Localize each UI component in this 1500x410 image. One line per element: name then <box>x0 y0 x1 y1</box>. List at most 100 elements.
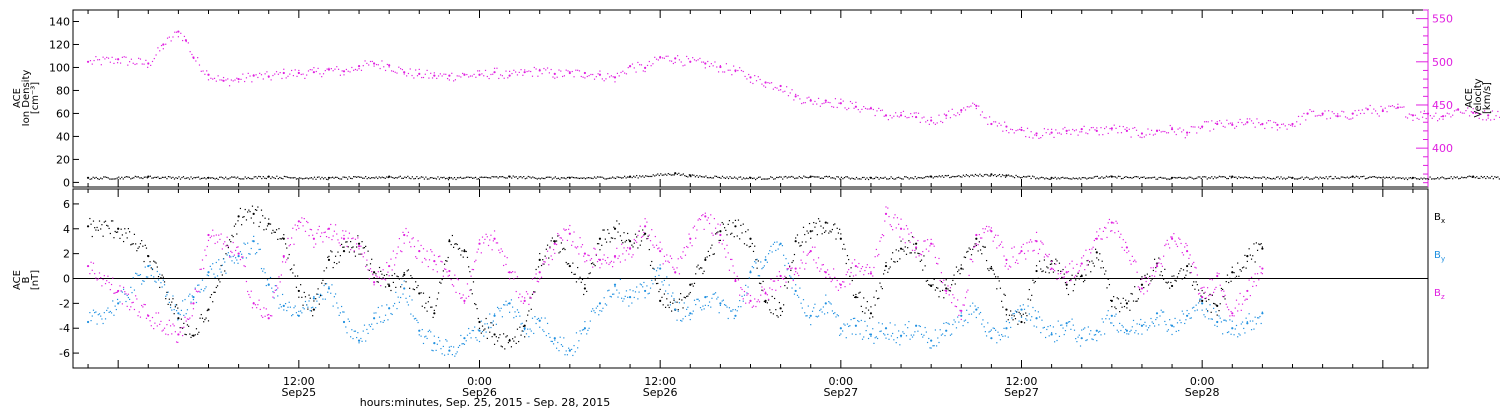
data-point <box>192 296 195 299</box>
data-point <box>1019 305 1021 307</box>
data-point <box>445 339 447 341</box>
data-point <box>429 177 432 179</box>
data-point <box>1275 176 1278 178</box>
data-point <box>594 265 596 267</box>
data-point <box>1028 136 1030 138</box>
data-point <box>938 296 940 298</box>
data-point <box>428 178 430 180</box>
data-point <box>1072 324 1074 326</box>
data-point <box>680 319 682 322</box>
data-point <box>795 284 797 286</box>
data-point <box>177 319 179 321</box>
data-point <box>869 107 873 110</box>
data-point <box>110 283 113 286</box>
data-point <box>1351 175 1354 178</box>
data-point <box>636 286 638 288</box>
data-point <box>791 89 793 91</box>
data-point <box>1216 304 1219 307</box>
data-point <box>537 75 539 77</box>
data-point <box>325 178 328 180</box>
data-point <box>437 176 439 178</box>
data-point <box>1184 177 1186 179</box>
data-point <box>232 255 234 258</box>
data-point <box>1037 311 1039 313</box>
data-point <box>810 237 812 239</box>
data-point <box>598 176 600 178</box>
data-point <box>1020 316 1023 318</box>
data-point <box>855 176 858 179</box>
data-point <box>427 330 429 333</box>
data-point <box>736 235 738 237</box>
data-point <box>705 175 707 177</box>
data-point <box>174 306 176 308</box>
data-point <box>951 333 953 335</box>
data-point <box>854 105 857 108</box>
data-point <box>122 240 125 243</box>
data-point <box>1474 112 1477 114</box>
data-point <box>628 296 632 299</box>
data-point <box>784 284 786 287</box>
data-point <box>1031 316 1033 318</box>
data-point <box>491 336 493 338</box>
data-point <box>394 71 396 73</box>
data-point <box>761 268 763 270</box>
data-point <box>1153 176 1156 178</box>
data-point <box>107 57 110 59</box>
data-point <box>1177 128 1179 130</box>
data-point <box>410 275 412 277</box>
data-point <box>663 57 665 59</box>
data-point <box>256 251 258 254</box>
data-point <box>843 177 846 179</box>
data-point <box>192 56 195 59</box>
data-point <box>891 117 893 119</box>
data-point <box>243 242 245 244</box>
data-point <box>1190 126 1192 128</box>
data-point <box>441 353 443 355</box>
data-point <box>767 253 770 255</box>
data-point <box>1055 333 1057 335</box>
data-point <box>1196 132 1198 134</box>
data-point <box>283 234 285 236</box>
data-point <box>823 313 826 315</box>
data-point <box>578 340 580 342</box>
data-point <box>904 115 906 118</box>
data-point <box>334 68 336 70</box>
data-point <box>1166 282 1168 284</box>
data-point <box>1391 176 1394 178</box>
data-point <box>809 230 812 233</box>
data-point <box>654 56 656 58</box>
data-point <box>712 177 715 179</box>
data-point <box>375 176 377 178</box>
data-point <box>300 284 302 286</box>
data-point <box>915 242 918 245</box>
data-point <box>1035 135 1038 137</box>
data-point <box>1096 257 1098 259</box>
data-point <box>899 258 901 260</box>
data-point <box>115 58 117 60</box>
data-point <box>218 259 220 261</box>
data-point <box>372 328 374 330</box>
data-point <box>441 75 443 77</box>
data-point <box>110 220 113 222</box>
data-point <box>358 253 360 255</box>
data-point <box>559 336 561 338</box>
data-point <box>1216 325 1218 328</box>
data-point <box>755 80 758 82</box>
data-point <box>727 317 729 320</box>
data-point <box>334 176 337 178</box>
data-point <box>1301 115 1303 117</box>
data-point <box>829 102 831 104</box>
data-point <box>983 174 986 176</box>
data-point <box>584 320 586 323</box>
data-point <box>234 176 236 178</box>
data-point <box>1303 112 1305 115</box>
data-point <box>943 322 945 325</box>
data-point <box>686 295 688 298</box>
data-point <box>382 277 384 279</box>
data-point <box>399 175 401 177</box>
data-point <box>198 331 200 333</box>
data-point <box>637 298 639 300</box>
data-point <box>1065 322 1068 325</box>
data-point <box>710 306 712 308</box>
data-point <box>1153 325 1156 327</box>
